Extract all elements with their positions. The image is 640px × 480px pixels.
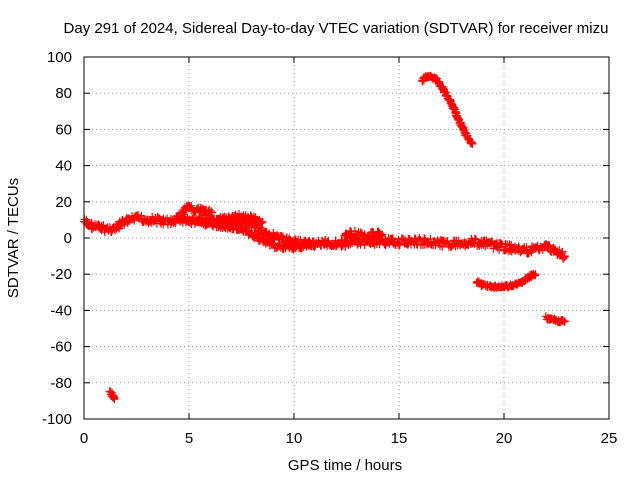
series-bump-7 — [216, 210, 267, 228]
series-cluster-13 — [340, 227, 387, 244]
marker-arc-high — [418, 71, 477, 148]
series-seg-22 — [541, 312, 569, 327]
y-tick-label: -20 — [50, 266, 72, 283]
y-tick-label: 80 — [55, 85, 72, 102]
series-arc-low — [472, 269, 540, 293]
series-band-lower — [184, 214, 319, 254]
y-tick-label: -60 — [50, 339, 72, 356]
marker-arc-low — [472, 269, 540, 293]
chart-title: Day 291 of 2024, Sidereal Day-to-day VTE… — [64, 20, 609, 37]
y-tick-label: -40 — [50, 302, 72, 319]
marker-band-lower — [184, 214, 319, 254]
y-tick-label: -100 — [42, 411, 72, 428]
x-tick-label: 5 — [185, 430, 193, 447]
y-tick-label: 20 — [55, 194, 72, 211]
marker-seg-22 — [541, 312, 569, 327]
x-tick-label: 20 — [496, 430, 513, 447]
y-tick-label: 100 — [47, 49, 72, 66]
x-tick-label: 0 — [80, 430, 88, 447]
marker-bump-7 — [216, 210, 267, 228]
series-seg-1 — [105, 387, 119, 404]
marker-seg-1 — [105, 387, 119, 404]
marker-bump-5 — [176, 201, 217, 222]
x-axis-label: GPS time / hours — [288, 457, 402, 474]
marker-cluster-13 — [340, 227, 387, 244]
ticks: 0 5 10 15 20 25 -100 -80 -60 -40 -20 0 20 40 60 80 100 — [42, 49, 617, 447]
series-arc-high — [418, 71, 477, 148]
y-tick-label: 40 — [55, 158, 72, 175]
y-tick-label: -80 — [50, 375, 72, 392]
x-tick-label: 15 — [391, 430, 408, 447]
x-tick-label: 10 — [286, 430, 303, 447]
y-axis-label: SDTVAR / TECUs — [5, 178, 22, 298]
series-bump-5 — [176, 201, 217, 222]
data-points — [80, 71, 569, 404]
x-tick-label: 25 — [601, 430, 618, 447]
y-tick-label: 0 — [64, 230, 72, 247]
y-tick-label: 60 — [55, 121, 72, 138]
